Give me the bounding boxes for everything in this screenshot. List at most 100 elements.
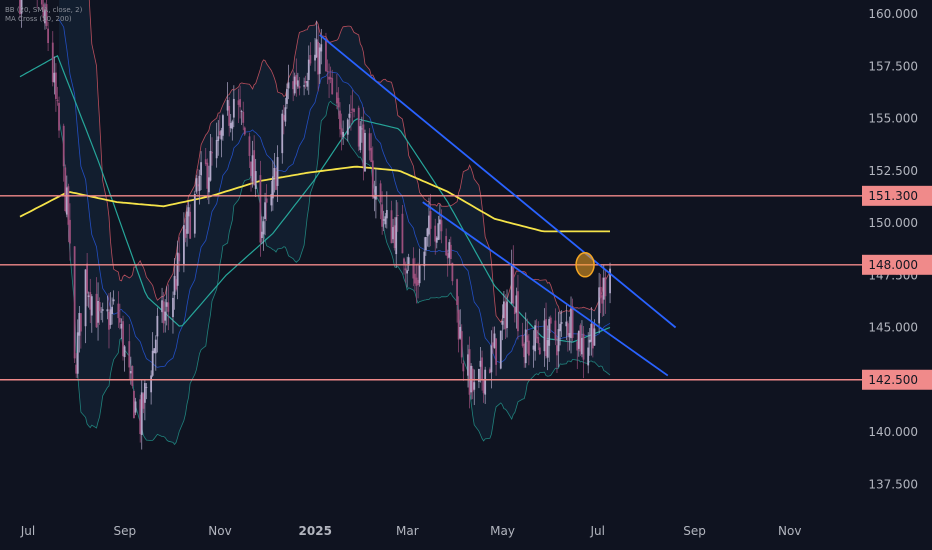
candle-body bbox=[435, 237, 438, 243]
candle-body bbox=[601, 295, 604, 304]
candle-body bbox=[548, 319, 551, 346]
candle-body bbox=[195, 178, 198, 192]
candle-body bbox=[401, 213, 404, 254]
candle-body bbox=[253, 150, 256, 186]
candle-body bbox=[460, 331, 463, 358]
candle-body bbox=[281, 113, 284, 154]
candle-body bbox=[264, 202, 266, 219]
candle-body bbox=[602, 277, 605, 300]
candle-body bbox=[557, 329, 560, 352]
candle-body bbox=[418, 265, 421, 284]
candle-body bbox=[123, 346, 126, 358]
level-price-label: 142.500 bbox=[868, 373, 918, 387]
candle-body bbox=[303, 85, 305, 87]
y-tick-label: 145.000 bbox=[868, 321, 918, 335]
level-price-tag[interactable] bbox=[862, 185, 932, 206]
x-tick-label: Mar bbox=[396, 524, 419, 538]
candle-body bbox=[598, 287, 601, 324]
level-price-tag[interactable] bbox=[862, 254, 932, 275]
level-price-tag[interactable] bbox=[862, 369, 932, 390]
candle-body bbox=[206, 162, 209, 189]
ma-200-line bbox=[19, 165, 610, 233]
candle-body bbox=[337, 97, 340, 108]
candle-body bbox=[445, 236, 448, 256]
candle-body bbox=[78, 313, 81, 336]
candle-body bbox=[503, 301, 505, 319]
price-axis[interactable]: 160.000157.500155.000152.500150.000147.5… bbox=[862, 0, 932, 550]
trendline-1[interactable] bbox=[319, 34, 677, 329]
candle-body bbox=[64, 167, 67, 212]
candle-body bbox=[591, 323, 594, 349]
candle-body bbox=[478, 368, 480, 382]
candle-body bbox=[117, 303, 120, 319]
breakout-circle-marker[interactable] bbox=[575, 252, 595, 278]
candle-body bbox=[348, 113, 351, 118]
candle-body bbox=[582, 333, 585, 360]
candle-body bbox=[576, 341, 579, 351]
candle-body bbox=[58, 102, 60, 131]
y-tick-label: 137.500 bbox=[868, 477, 918, 491]
candle-body bbox=[209, 151, 212, 181]
candle-body bbox=[570, 309, 572, 339]
candle-body bbox=[189, 211, 192, 239]
candle-body bbox=[165, 302, 168, 307]
candle-body bbox=[75, 364, 78, 374]
candle-body bbox=[111, 306, 113, 314]
candle-body bbox=[382, 219, 385, 221]
candle-body bbox=[556, 345, 558, 356]
candle-body bbox=[156, 315, 159, 337]
candle-body bbox=[517, 291, 519, 332]
candle-body bbox=[251, 155, 254, 182]
candle-body bbox=[342, 132, 345, 138]
candle-body bbox=[395, 217, 398, 255]
candle-body bbox=[69, 219, 71, 244]
candle-body bbox=[306, 81, 309, 87]
horizontal-levels[interactable] bbox=[0, 195, 862, 381]
candle-body bbox=[89, 292, 92, 310]
candle-body bbox=[193, 194, 196, 234]
candle-body bbox=[161, 300, 163, 313]
candle-body bbox=[534, 325, 537, 352]
candle-body bbox=[559, 323, 561, 332]
candle-body bbox=[204, 159, 207, 165]
trendlines[interactable] bbox=[319, 34, 677, 377]
candle-body bbox=[250, 161, 252, 176]
candle-body bbox=[568, 333, 571, 338]
time-axis[interactable]: Jul Sep Nov 2025 Mar May Jul Sep Nov bbox=[20, 524, 802, 538]
candle-body bbox=[449, 244, 452, 260]
candle-body bbox=[484, 369, 487, 395]
candle-body bbox=[393, 225, 396, 249]
candle-body bbox=[261, 231, 263, 239]
candle-body bbox=[392, 227, 394, 240]
candle-body bbox=[198, 175, 201, 192]
candle-body bbox=[84, 269, 87, 327]
candle-body bbox=[298, 85, 301, 89]
candle-body bbox=[521, 334, 524, 346]
candle-body bbox=[282, 115, 285, 121]
candle-body bbox=[371, 160, 374, 198]
ma-50-line bbox=[19, 54, 611, 343]
candle-body bbox=[128, 341, 131, 368]
candle-body bbox=[320, 44, 323, 52]
candle-body bbox=[242, 111, 245, 123]
candle-body bbox=[131, 366, 134, 387]
candle-body bbox=[590, 323, 593, 342]
candle-body bbox=[515, 295, 518, 313]
y-tick-label: 140.000 bbox=[868, 425, 918, 439]
candle-body bbox=[385, 210, 388, 219]
candle-body bbox=[593, 328, 596, 346]
candle-body bbox=[176, 252, 179, 286]
candle-body bbox=[79, 313, 82, 332]
candle-body bbox=[473, 382, 476, 390]
trendline-2[interactable] bbox=[422, 201, 669, 377]
candle-body bbox=[140, 392, 143, 435]
candle-body bbox=[492, 342, 494, 347]
candle-body bbox=[186, 211, 188, 234]
candle-body bbox=[120, 323, 123, 329]
candle-body bbox=[404, 268, 407, 271]
candle-body bbox=[524, 329, 527, 364]
candle-body bbox=[513, 307, 516, 315]
candle-body bbox=[220, 130, 223, 140]
candle-body bbox=[504, 303, 507, 330]
